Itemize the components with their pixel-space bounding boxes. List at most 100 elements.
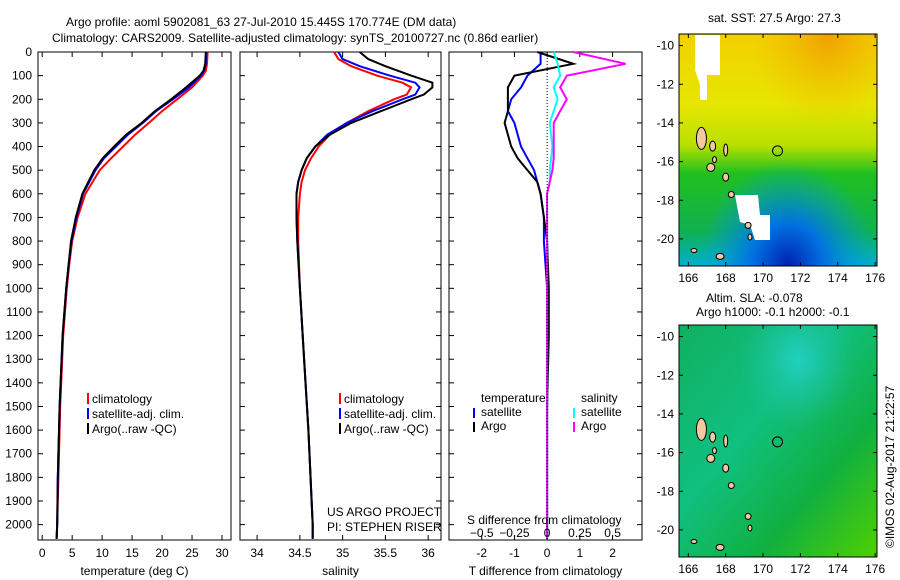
series-line-climatology: [297, 51, 413, 539]
legend-label-argo: Argo(..raw -QC): [344, 422, 429, 436]
legend-swatch-s-argo: [573, 422, 575, 432]
y-tick-label: 700: [12, 210, 32, 224]
legend-header-temperature: temperature: [481, 391, 546, 405]
island: [706, 453, 716, 463]
title-line-1: Argo profile: aoml 5902081_63 27-Jul-201…: [66, 15, 456, 29]
island: [722, 463, 730, 473]
island: [727, 190, 735, 198]
island: [715, 252, 725, 260]
island: [722, 172, 730, 182]
legend-label-t-argo: Argo: [481, 419, 507, 433]
x2-tick-label: −0.25: [499, 526, 530, 540]
island: [744, 221, 752, 229]
x-tick-label: 20: [155, 546, 169, 560]
lon-tick-label: 176: [865, 562, 885, 576]
x2-tick-label: −0.5: [470, 526, 494, 540]
lon-tick-label: 174: [828, 562, 848, 576]
island: [690, 539, 698, 545]
legend-header-salinity: salinity: [581, 391, 618, 405]
series-line-temperature-satellite: [506, 52, 549, 539]
islands: [690, 417, 753, 551]
series-line-temperature-argo: [503, 51, 578, 539]
pi-annotation: PI: STEPHEN RISER: [327, 520, 442, 534]
y-tick-label: 1100: [6, 305, 32, 319]
series-line-argo-raw-qc-: [295, 51, 434, 539]
y-tick-label: 1500: [5, 399, 32, 413]
x2-tick-label: 0.5: [604, 526, 621, 540]
series-line-satellite-adj-clim-: [55, 51, 208, 539]
y-tick-label: 900: [12, 258, 32, 272]
x-axis-label: temperature (deg C): [80, 564, 188, 578]
island: [744, 512, 752, 520]
legend-label-climatology: climatology: [92, 392, 152, 406]
lat-tick-label: -20: [657, 232, 675, 246]
x-tick-label: 0: [39, 546, 46, 560]
island: [727, 481, 735, 489]
series-line-salinity-argo: [546, 51, 626, 539]
island: [711, 447, 717, 455]
x-tick-label: 0: [544, 546, 551, 560]
island: [723, 143, 729, 157]
x2-tick-label: 0: [544, 526, 551, 540]
difference-legend: temperature salinity satellite Argo sate…: [467, 391, 622, 527]
legend-swatch-satellite: [339, 408, 341, 419]
legend-label-argo: Argo(..raw -QC): [92, 422, 177, 436]
island: [711, 156, 717, 164]
sla-map-title-2: Argo h1000: -0.1 h2000: -0.1: [696, 305, 850, 319]
profile-location-marker: [772, 145, 784, 157]
lat-tick-label: -18: [657, 193, 675, 207]
x-tick-label: 30: [215, 546, 229, 560]
plot-frame: [37, 51, 232, 541]
salinity-panel: 34 34.5 35 35.5 36 salinity: [239, 51, 442, 578]
x-tick-label: 25: [185, 546, 199, 560]
x-tick-label: 2: [609, 546, 616, 560]
map-frame: [678, 324, 878, 558]
lon-tick-label: 170: [753, 271, 773, 285]
title-line-2: Climatology: CARS2009. Satellite-adjuste…: [52, 31, 538, 45]
legend-label-satellite: satellite-adj. clim.: [344, 407, 436, 421]
lat-tick-label: -12: [657, 77, 675, 91]
sst-missing-data: [695, 35, 770, 240]
y-tick-label: 200: [12, 92, 32, 106]
x2-tick-label: 0.25: [568, 526, 592, 540]
island: [695, 417, 707, 441]
lat-tick-label: -16: [657, 155, 675, 169]
project-annotation: US ARGO PROJECT: [327, 505, 442, 519]
lon-tick-label: 174: [828, 271, 848, 285]
lat-tick-label: -18: [657, 484, 675, 498]
lat-tick-label: -10: [657, 330, 675, 344]
legend-swatch-climatology: [87, 393, 89, 404]
lon-tick-label: 172: [790, 271, 810, 285]
y-tick-label: 800: [12, 234, 32, 248]
island: [709, 140, 717, 152]
x-tick-label: 35.5: [374, 546, 398, 560]
island: [747, 524, 753, 532]
island: [747, 233, 753, 241]
legend-swatch-s-satellite: [573, 408, 575, 418]
island: [690, 248, 698, 254]
y-tick-label: 1900: [5, 494, 32, 508]
sla-map-title-1: Altim. SLA: -0.078: [706, 291, 803, 305]
x-tick-label: 34.5: [288, 546, 312, 560]
legend-swatch-t-argo: [473, 422, 475, 432]
y-tick-label: 1800: [5, 470, 32, 484]
y-tick-label: 1700: [5, 447, 32, 461]
island: [723, 434, 729, 448]
lon-tick-label: 172: [790, 562, 810, 576]
legend-label-s-satellite: satellite: [581, 405, 622, 419]
x-tick-label: -2: [476, 546, 487, 560]
sst-map: sat. SST: 27.5 Argo: 27.3 166 168 170 172 17…: [657, 11, 886, 285]
x-axis-label: T difference from climatology: [469, 564, 623, 578]
y-tick-label: 1200: [5, 329, 32, 343]
difference-panel: -2 -1 0 1 2 T difference from climatology −0.5…: [448, 51, 643, 578]
lat-tick-label: -14: [657, 116, 675, 130]
lat-tick-label: -20: [657, 523, 675, 537]
lat-tick-label: -12: [657, 368, 675, 382]
plot-frame: [448, 51, 643, 541]
watermark: ©IMOS 02-Aug-2017 21:22:57: [883, 385, 897, 548]
y-tick-label: 1000: [5, 281, 32, 295]
y-tick-label: 400: [12, 140, 32, 154]
legend-swatch-satellite: [87, 408, 89, 419]
lon-tick-label: 168: [716, 271, 736, 285]
